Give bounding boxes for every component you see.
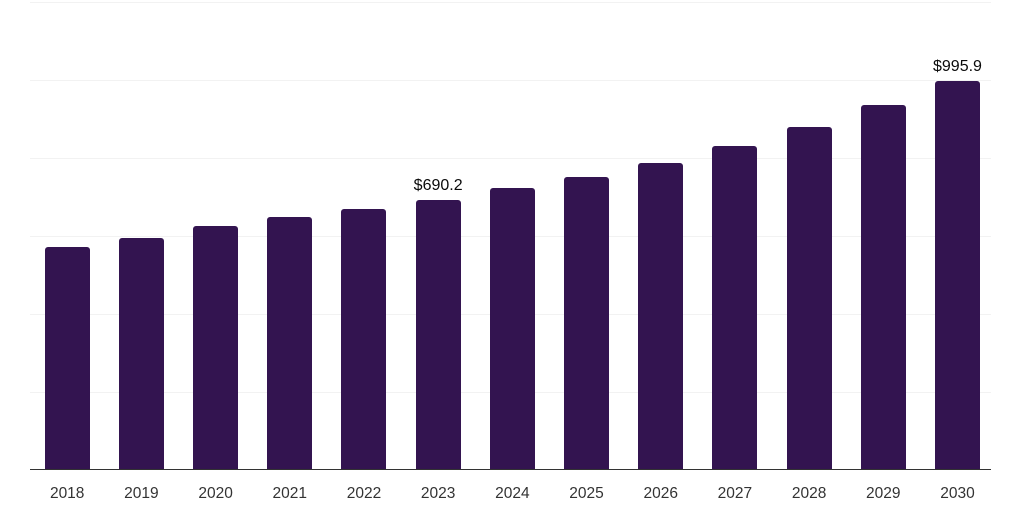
gridline (30, 79, 991, 81)
x-tick-label-2030: 2030 (940, 485, 975, 502)
bar-2027 (712, 145, 758, 469)
x-tick-label-2020: 2020 (198, 485, 233, 502)
x-tick-label-2021: 2021 (272, 485, 308, 502)
bar-2019 (118, 238, 164, 469)
x-tick-label-2028: 2028 (791, 485, 827, 502)
bar-2024 (489, 187, 535, 469)
bar-2022 (341, 209, 387, 469)
x-tick-label-2022: 2022 (346, 485, 382, 502)
bar-2025 (564, 176, 610, 469)
gridline (30, 157, 991, 159)
bar-2021 (267, 217, 313, 469)
value-label-2030: $995.9 (933, 58, 982, 76)
bar-2026 (638, 163, 684, 469)
bar-2030 (934, 81, 980, 469)
bar-2023 (415, 200, 461, 469)
x-tick-label-2026: 2026 (643, 485, 678, 502)
x-tick-label-2024: 2024 (495, 485, 530, 502)
gridline (30, 1, 991, 3)
x-tick-label-2019: 2019 (124, 485, 159, 502)
x-tick-label-2029: 2029 (866, 485, 901, 502)
value-label-2023: $690.2 (413, 177, 463, 195)
x-tick-label-2025: 2025 (569, 485, 604, 502)
plot-area: $690.2 $995.9 (30, 0, 991, 471)
x-tick-label-2018: 2018 (49, 485, 85, 502)
x-tick-label-2027: 2027 (717, 485, 753, 502)
x-tick-label-2023: 2023 (420, 485, 456, 502)
bar-2028 (786, 126, 832, 469)
bar-2020 (193, 225, 239, 469)
bar-2029 (860, 104, 906, 469)
bar-2018 (44, 247, 90, 469)
x-axis-line (30, 468, 991, 471)
